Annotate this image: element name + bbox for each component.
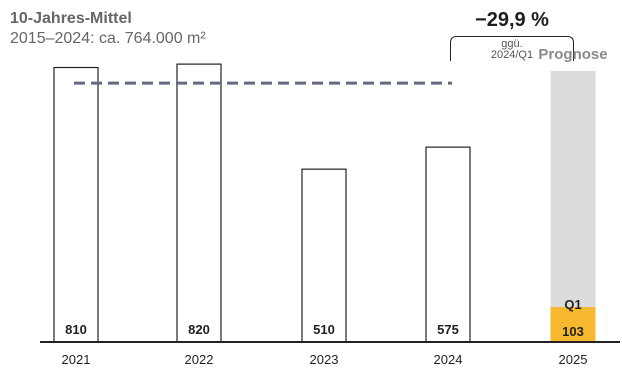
bar-2024 [425, 146, 471, 343]
change-bracket: ggü. 2024/Q1 [450, 36, 574, 61]
data-label-2023: 510 [313, 322, 335, 337]
change-annotation: −29,9 % ggü. 2024/Q1 [450, 8, 574, 61]
average-annotation: 10-Jahres-Mittel 2015–2024: ca. 764.000 … [10, 9, 206, 49]
x-tick-label-2021: 2021 [62, 352, 91, 367]
bar-2022 [176, 63, 222, 343]
forecast-bar [550, 70, 596, 342]
partial-label: Q1 [564, 297, 581, 312]
bar-2023 [301, 168, 347, 343]
partial-bar-2025 [550, 307, 596, 342]
data-label-2022: 820 [188, 322, 210, 337]
x-tick-label-2024: 2024 [434, 352, 463, 367]
data-label-2021: 810 [65, 322, 87, 337]
change-note-line1: ggü. [501, 38, 523, 50]
change-value: −29,9 % [475, 9, 549, 31]
x-tick-label-2022: 2022 [185, 352, 214, 367]
average-title: 10-Jahres-Mittel [10, 10, 132, 27]
change-note-line2: 2024/Q1 [490, 49, 534, 61]
data-label-2024: 575 [437, 322, 459, 337]
x-tick-label-2025: 2025 [559, 352, 588, 367]
data-label-2025: 103 [562, 324, 584, 339]
average-subtitle: 2015–2024: ca. 764.000 m² [10, 30, 206, 47]
forecast-label: Prognose [538, 46, 607, 63]
x-tick-label-2023: 2023 [310, 352, 339, 367]
bar-2021 [53, 66, 99, 343]
change-note: ggü. 2024/Q1 [451, 39, 573, 61]
